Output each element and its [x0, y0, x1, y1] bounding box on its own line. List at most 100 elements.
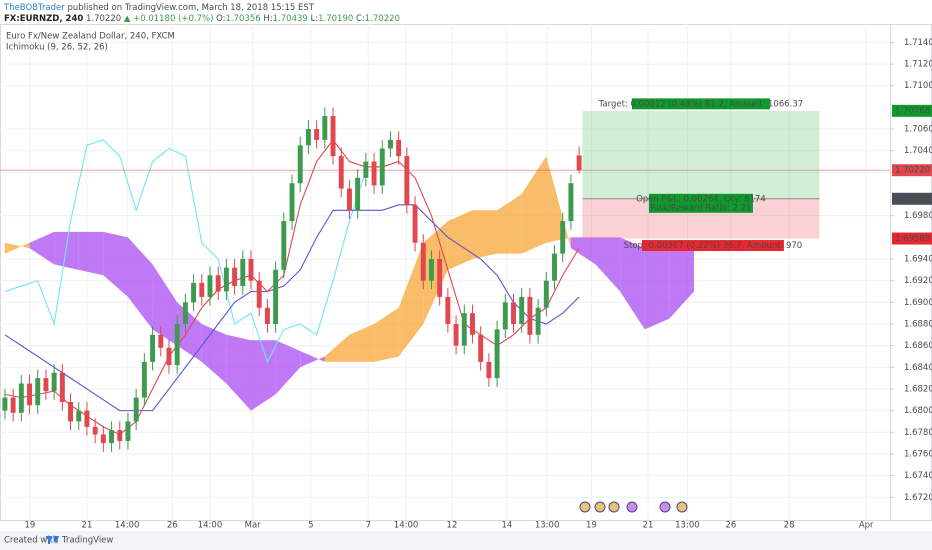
- cloud-segment: [226, 334, 252, 411]
- cloud-segment: [497, 194, 522, 254]
- event-icon[interactable]: [676, 501, 688, 513]
- candle-body: [445, 296, 451, 324]
- candle-body: [371, 161, 377, 186]
- y-tick-label: 1.67400: [904, 471, 932, 481]
- candle-body: [363, 161, 369, 178]
- x-tick-label: 14:00: [115, 521, 140, 531]
- x-tick-label: 14: [502, 521, 513, 531]
- profit-zone: [582, 110, 820, 199]
- candle-body: [535, 307, 541, 335]
- y-tick-label: 1.67800: [904, 428, 932, 438]
- candle-body: [519, 296, 525, 324]
- stop-badge-label: 1.69589: [895, 234, 930, 244]
- x-tick-label: 12: [447, 521, 458, 531]
- low-label: L:: [311, 14, 319, 24]
- high-value: 1.70439: [273, 14, 308, 24]
- event-icon[interactable]: [626, 501, 638, 513]
- candle-body: [125, 421, 131, 441]
- candle-body: [150, 334, 156, 362]
- candle-body: [470, 313, 475, 335]
- cloud-segment: [595, 237, 621, 292]
- x-tick-label: 26: [725, 521, 736, 531]
- footer-created: Created with: [4, 536, 58, 546]
- cloud-segment: [447, 210, 473, 270]
- close-value: 1.70220: [365, 14, 400, 24]
- x-tick-label: 5: [308, 521, 313, 531]
- candle-body: [502, 302, 508, 330]
- event-icon[interactable]: [579, 501, 591, 513]
- candle-body: [346, 188, 352, 211]
- candle-body: [404, 156, 410, 205]
- candle-body: [330, 116, 336, 157]
- tenkan-line: [4, 138, 580, 436]
- open-value: 1.70356: [226, 14, 261, 24]
- cloud-segment: [324, 334, 350, 362]
- cloud-segment: [570, 237, 596, 265]
- candle-body: [322, 116, 328, 140]
- candle-body: [281, 221, 287, 270]
- ratio-label: Risk/Reward Ratio: 2.21: [650, 203, 751, 213]
- event-icons[interactable]: [579, 501, 688, 513]
- candle-body: [478, 334, 484, 362]
- y-tick-label: 1.68400: [904, 363, 932, 373]
- target-badge: [892, 104, 932, 117]
- candle-body: [59, 372, 65, 402]
- candle-body: [494, 329, 500, 379]
- event-icon[interactable]: [594, 501, 606, 513]
- candle-body: [10, 397, 16, 413]
- cloud-segment: [29, 231, 55, 265]
- x-tick-label: 19: [586, 521, 597, 531]
- y-tick-label: 1.68200: [904, 384, 932, 394]
- candle-body: [256, 280, 262, 308]
- cloud-segment: [152, 264, 178, 346]
- event-icon[interactable]: [608, 501, 620, 513]
- cloud-segment: [275, 340, 301, 395]
- candle-body: [437, 259, 443, 297]
- candle-body: [191, 282, 197, 303]
- candle-body: [379, 148, 385, 186]
- y-tick-label: 1.67600: [904, 449, 932, 459]
- x-tick-label: Apr: [859, 521, 874, 531]
- y-tick-label: 1.68600: [904, 341, 932, 351]
- cloud-segment: [546, 156, 571, 249]
- footer-brand[interactable]: TradingView: [61, 536, 113, 546]
- candle-body: [273, 269, 279, 324]
- event-icon[interactable]: [659, 501, 671, 513]
- cloud-segment: [374, 307, 399, 362]
- header-line-1: TheBOBTrader published on TradingView.co…: [3, 3, 315, 13]
- candle-body: [166, 347, 172, 366]
- candle-body: [305, 129, 311, 146]
- candle-body: [412, 204, 418, 243]
- candle-body: [27, 383, 32, 406]
- cloud-segment: [54, 231, 79, 270]
- x-tick-label: 28: [784, 521, 795, 531]
- candle-body: [109, 430, 115, 444]
- entry-badge: [892, 192, 932, 205]
- stop-badge: [892, 232, 932, 245]
- target-badge-label: 1.70768: [895, 106, 930, 116]
- candle-body: [84, 410, 90, 427]
- candle-body: [182, 302, 188, 324]
- cloud-segment: [620, 237, 645, 330]
- chikou-line: [4, 139, 367, 364]
- stop-label: Stop: 0.00367 (0.22%) 36.7, Amount: 970: [624, 241, 803, 251]
- x-tick-label: 13:00: [535, 521, 560, 531]
- y-tick-label: 1.69400: [904, 255, 932, 265]
- cloud-segment: [201, 323, 227, 384]
- open-label: O:: [216, 14, 225, 24]
- candle-body: [35, 378, 41, 406]
- chart-title: Euro Fx/New Zealand Dollar, 240, FXCM: [6, 32, 175, 42]
- cloud-segment: [669, 248, 694, 319]
- author[interactable]: TheBOBTrader: [3, 3, 65, 13]
- candle-body: [133, 397, 139, 422]
- candle-body: [240, 259, 246, 287]
- x-tick-label: 21: [82, 521, 93, 531]
- candle-body: [199, 282, 205, 297]
- candle-body: [18, 383, 24, 413]
- last: 1.70220: [86, 14, 121, 24]
- candle-body: [43, 378, 49, 392]
- cloud-segment: [644, 248, 670, 330]
- y-tick-label: 1.70400: [904, 146, 932, 156]
- y-tick-label: 1.71000: [904, 81, 932, 91]
